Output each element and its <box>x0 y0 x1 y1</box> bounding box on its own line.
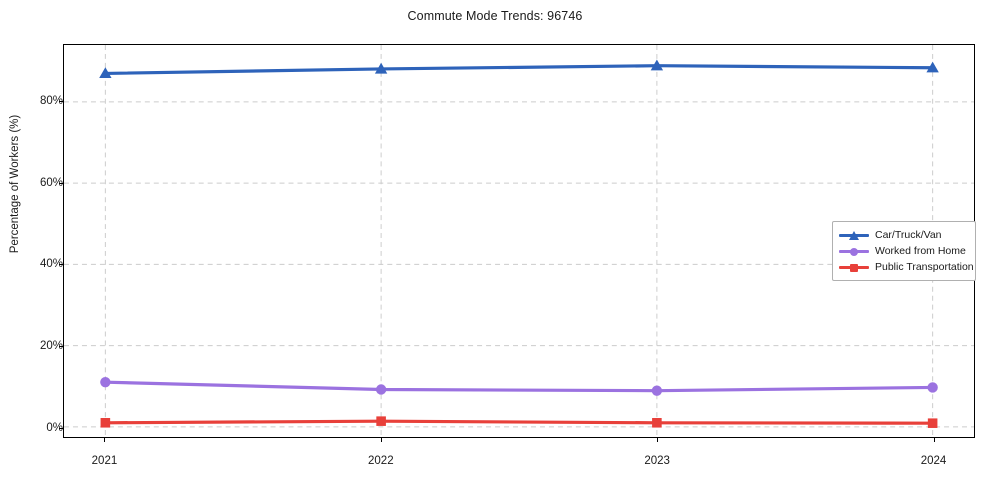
series-line <box>103 64 935 76</box>
chart-legend: Car/Truck/Van Worked from Home Public Tran… <box>832 221 976 281</box>
legend-label: Public Transportation <box>875 261 974 273</box>
y-tick-mark <box>59 346 63 348</box>
data-point-marker <box>100 418 111 428</box>
legend-marker-triangle-icon <box>849 231 859 240</box>
legend-label: Worked from Home <box>875 245 966 257</box>
legend-swatch-triangle-icon <box>839 228 869 242</box>
data-point-marker <box>650 59 664 71</box>
legend-swatch-circle-icon <box>839 244 869 258</box>
x-tick-label: 2021 <box>91 455 118 467</box>
data-point-marker <box>651 385 663 396</box>
series-line <box>103 380 935 393</box>
y-tick-label: 80% <box>39 95 63 108</box>
data-point-marker <box>99 67 112 79</box>
y-tick-label: 20% <box>39 340 63 353</box>
data-point-marker <box>374 62 388 74</box>
data-point-marker <box>652 418 662 428</box>
legend-marker-square-icon <box>850 263 858 272</box>
legend-item-2[interactable]: Worked from Home <box>833 243 975 259</box>
x-tick-mark <box>657 438 659 442</box>
series-line <box>103 419 935 425</box>
plot-area <box>63 44 975 438</box>
legend-swatch-square-icon <box>839 260 869 274</box>
data-point-marker <box>926 61 939 73</box>
x-tick-label: 2023 <box>644 455 670 467</box>
data-point-marker <box>376 416 386 426</box>
data-point-marker <box>927 418 938 428</box>
legend-marker-circle-icon <box>850 247 858 256</box>
data-point-marker <box>100 376 111 388</box>
grid-layer <box>64 45 974 437</box>
x-tick-mark <box>380 438 382 442</box>
x-tick-mark <box>104 438 106 442</box>
y-tick-mark <box>59 101 63 103</box>
legend-label: Car/Truck/Van <box>875 229 942 241</box>
y-tick-mark <box>59 427 63 429</box>
data-point-marker <box>927 382 938 393</box>
y-tick-mark <box>59 182 63 184</box>
series-layer <box>99 59 939 428</box>
series-1 <box>99 59 939 79</box>
y-tick-mark <box>59 264 63 266</box>
series-3 <box>100 416 938 428</box>
legend-item-3[interactable]: Public Transportation <box>833 259 975 275</box>
series-2 <box>100 376 938 396</box>
y-axis-label: Percentage of Workers (%) <box>9 114 21 254</box>
y-tick-label: 0% <box>46 421 63 434</box>
x-tick-mark <box>933 438 935 442</box>
y-tick-label: 60% <box>39 176 63 189</box>
x-tick-label: 2024 <box>920 455 947 467</box>
legend-item-1[interactable]: Car/Truck/Van <box>833 227 975 243</box>
x-tick-label: 2022 <box>368 455 394 467</box>
y-tick-label: 40% <box>39 258 63 271</box>
data-point-marker <box>375 384 387 395</box>
chart-title: Commute Mode Trends: 96746 <box>407 9 583 23</box>
